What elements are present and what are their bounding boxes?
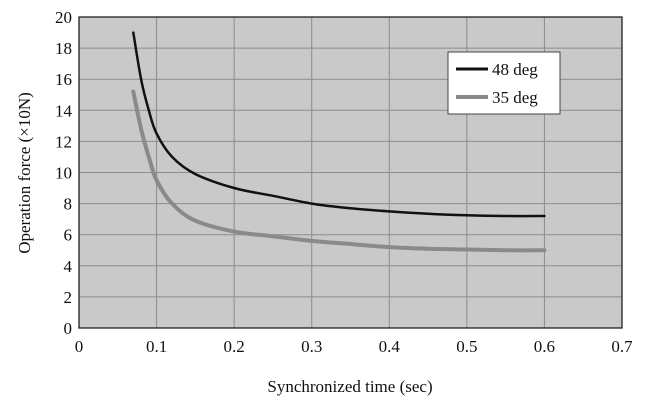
x-tick-label: 0.6 — [534, 337, 555, 356]
y-tick-label: 0 — [64, 319, 73, 338]
y-tick-labels: 0 2 4 6 8 10 12 14 16 18 20 — [55, 8, 73, 338]
y-tick-label: 8 — [64, 195, 73, 214]
y-tick-label: 6 — [64, 226, 73, 245]
x-tick-label: 0.2 — [224, 337, 245, 356]
x-tick-label: 0.4 — [379, 337, 401, 356]
x-tick-label: 0 — [75, 337, 84, 356]
y-tick-label: 10 — [55, 164, 72, 183]
series-line-35deg — [131, 89, 547, 253]
x-axis-title: Synchronized time (sec) — [267, 377, 432, 396]
legend-label-35deg: 35 deg — [492, 88, 538, 107]
y-tick-label: 2 — [64, 288, 73, 307]
legend: 48 deg 35 deg — [447, 51, 561, 115]
y-tick-label: 4 — [64, 257, 73, 276]
y-tick-label: 14 — [55, 101, 73, 120]
x-tick-label: 0.7 — [611, 337, 633, 356]
x-tick-label: 0.3 — [301, 337, 322, 356]
x-tick-label: 0.5 — [456, 337, 477, 356]
grid-lines — [79, 17, 622, 328]
y-tick-label: 12 — [55, 132, 72, 151]
y-tick-label: 20 — [55, 8, 72, 27]
plot-border — [78, 16, 623, 329]
x-tick-labels: 0 0.1 0.2 0.3 0.4 0.5 0.6 0.7 — [75, 337, 633, 356]
series-layer — [131, 31, 547, 253]
y-tick-label: 16 — [55, 70, 72, 89]
legend-box — [447, 51, 561, 115]
y-axis-title: Operation force (×10N) — [15, 92, 34, 254]
legend-label-48deg: 48 deg — [492, 60, 538, 79]
y-tick-label: 18 — [55, 39, 72, 58]
series-line-48deg — [132, 31, 546, 218]
x-tick-label: 0.1 — [146, 337, 167, 356]
